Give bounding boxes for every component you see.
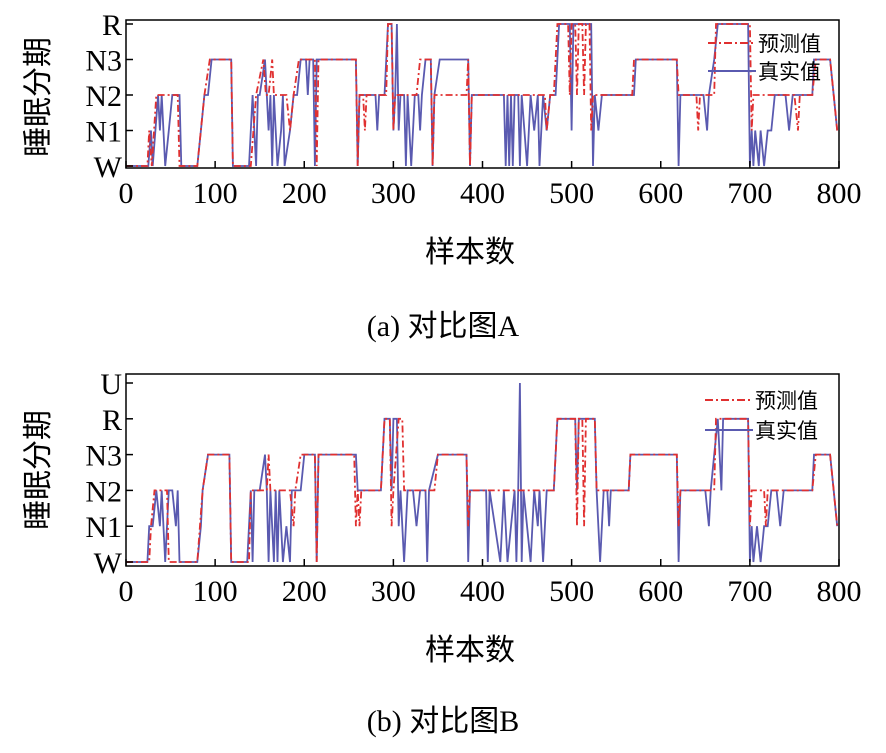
x-tick-label: 400 <box>460 177 505 210</box>
x-axis-title-b: 样本数 <box>425 633 515 668</box>
x-tick-label: 300 <box>371 575 416 608</box>
x-tick-label: 800 <box>817 177 862 210</box>
y-tick-label: U <box>100 368 122 401</box>
legend-predicted-label-b: 预测值 <box>755 389 818 413</box>
y-axis-title-b: 睡眠分期 <box>21 410 56 530</box>
y-tick-label: N1 <box>85 511 122 544</box>
x-tick-label: 200 <box>282 177 327 210</box>
x-tick-label: 700 <box>727 177 772 210</box>
x-tick-label: 600 <box>638 177 683 210</box>
x-tick-label: 200 <box>282 575 327 608</box>
legend-actual-label-b: 真实值 <box>755 419 818 443</box>
series-group-b <box>126 382 839 563</box>
legend-actual-label-a: 真实值 <box>758 60 821 84</box>
y-tick-label: W <box>94 151 123 184</box>
x-axis-title-a: 样本数 <box>425 235 515 270</box>
y-tick-label: N3 <box>85 45 122 78</box>
actual-series-line-b <box>126 382 839 563</box>
x-tick-label: 700 <box>727 575 772 608</box>
y-tick-label: W <box>94 547 123 580</box>
y-tick-label: N2 <box>85 80 122 113</box>
x-tick-label: 0 <box>119 177 134 210</box>
x-tick-label: 600 <box>638 575 683 608</box>
predicted-series-line-a <box>126 23 839 167</box>
x-tick-label: 100 <box>193 575 238 608</box>
x-tick-label: 500 <box>549 177 594 210</box>
x-tick-label: 300 <box>371 177 416 210</box>
predicted-series-line-b <box>126 417 839 563</box>
x-tick-label: 0 <box>119 575 134 608</box>
x-tick-label: 400 <box>460 575 505 608</box>
caption-b: (b) 对比图B <box>367 705 520 738</box>
y-tick-label: R <box>102 404 122 437</box>
x-ticks-b: 0 100 200 300 400 500 600 700 800 <box>119 559 862 608</box>
x-tick-label: 100 <box>193 177 238 210</box>
legend-predicted-label-a: 预测值 <box>758 32 821 56</box>
y-tick-label: N2 <box>85 475 122 508</box>
series-group-a <box>126 23 839 167</box>
actual-series-line-a <box>126 23 839 167</box>
y-tick-label: N3 <box>85 440 122 473</box>
y-axis-title-a: 睡眠分期 <box>21 37 56 157</box>
legend-a: 预测值 真实值 <box>708 32 821 84</box>
y-tick-label: R <box>102 9 122 42</box>
x-tick-label: 500 <box>549 575 594 608</box>
plot-frame-b <box>125 373 840 567</box>
x-tick-label: 800 <box>817 575 862 608</box>
y-tick-label: N1 <box>85 116 122 149</box>
caption-a: (a) 对比图A <box>367 310 520 343</box>
x-ticks-a: 0 100 200 300 400 500 600 700 800 <box>119 161 862 210</box>
legend-b: 预测值 真实值 <box>705 389 818 443</box>
